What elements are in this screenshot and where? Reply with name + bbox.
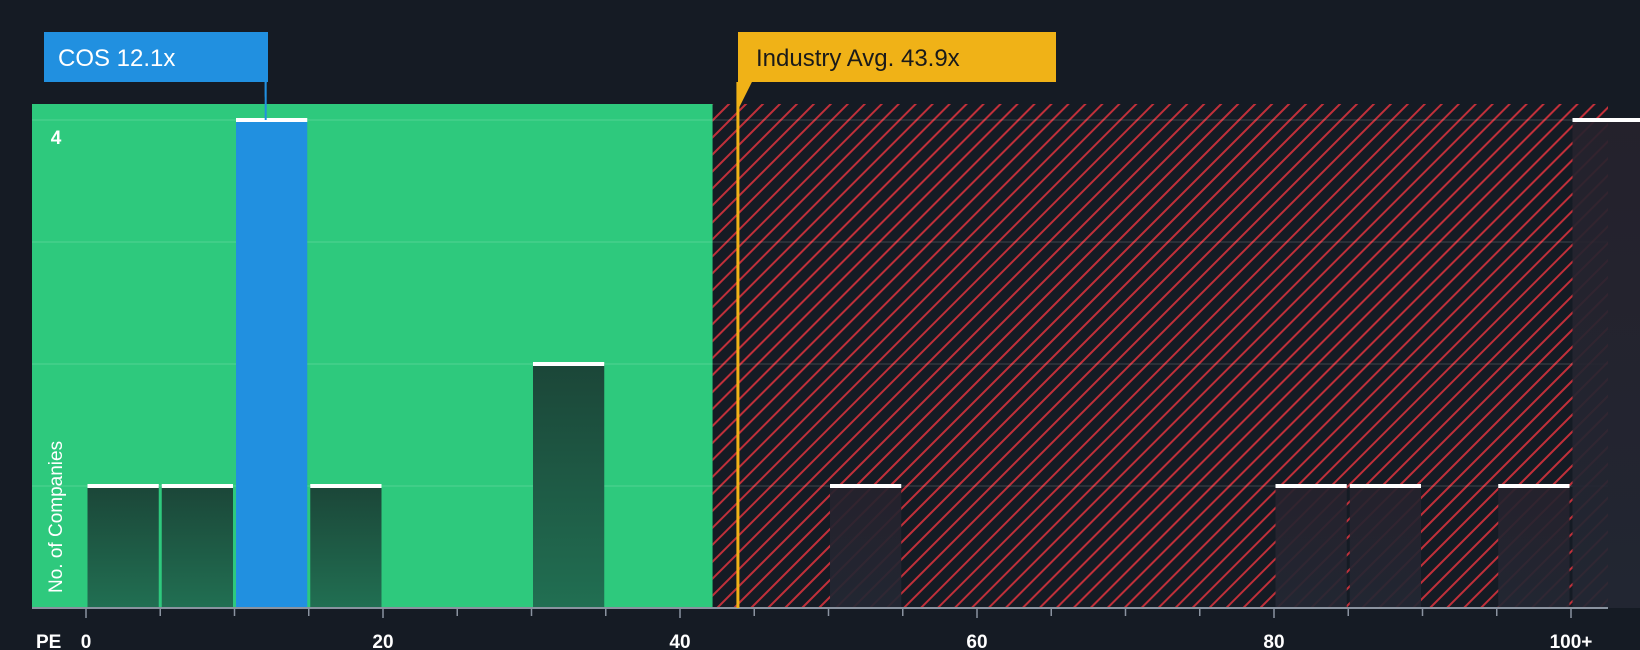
histogram-bar bbox=[310, 486, 382, 608]
histogram-bar bbox=[161, 486, 233, 608]
histogram-bar bbox=[1275, 486, 1347, 608]
histogram-bar bbox=[533, 364, 605, 608]
bar-top-cap bbox=[1275, 484, 1347, 488]
company-bar bbox=[236, 120, 308, 608]
histogram-bar bbox=[830, 486, 902, 608]
x-tick-label: 40 bbox=[669, 632, 690, 650]
company-marker: COS 12.1x bbox=[44, 32, 268, 120]
histogram-bar bbox=[87, 486, 159, 608]
bar-top-cap bbox=[87, 484, 159, 488]
industry-callout-box bbox=[737, 32, 1056, 110]
x-tick-label: 60 bbox=[966, 632, 987, 650]
histogram-bar bbox=[1498, 486, 1570, 608]
bar-top-cap bbox=[533, 362, 605, 366]
bar-top-cap bbox=[830, 484, 902, 488]
company-callout-box bbox=[44, 32, 268, 98]
x-tick-label: 0 bbox=[81, 632, 92, 650]
bar-top-cap bbox=[161, 484, 233, 488]
histogram-bar bbox=[1572, 120, 1640, 608]
bar-top-cap bbox=[1349, 484, 1421, 488]
bar-top-cap bbox=[310, 484, 382, 488]
histogram-bar bbox=[1349, 486, 1421, 608]
bars bbox=[87, 118, 1640, 608]
x-tick-label: 100+ bbox=[1550, 632, 1593, 650]
bar-top-cap bbox=[1572, 118, 1640, 122]
x-axis-title: PE bbox=[36, 632, 61, 650]
industry-callout-label: Industry Avg. 43.9x bbox=[756, 45, 960, 72]
bar-top-cap bbox=[1498, 484, 1570, 488]
x-tick-label: 20 bbox=[372, 632, 393, 650]
company-callout-label: COS 12.1x bbox=[58, 45, 175, 72]
industry-marker: Industry Avg. 43.9x bbox=[736, 32, 1056, 608]
y-tick-label: 4 bbox=[51, 128, 62, 149]
x-tick-label: 80 bbox=[1263, 632, 1284, 650]
x-axis-ticks: 0 20 40 60 80 100+ bbox=[81, 608, 1593, 650]
y-axis-title: No. of Companies bbox=[46, 441, 67, 593]
bar-top-cap bbox=[236, 118, 308, 122]
